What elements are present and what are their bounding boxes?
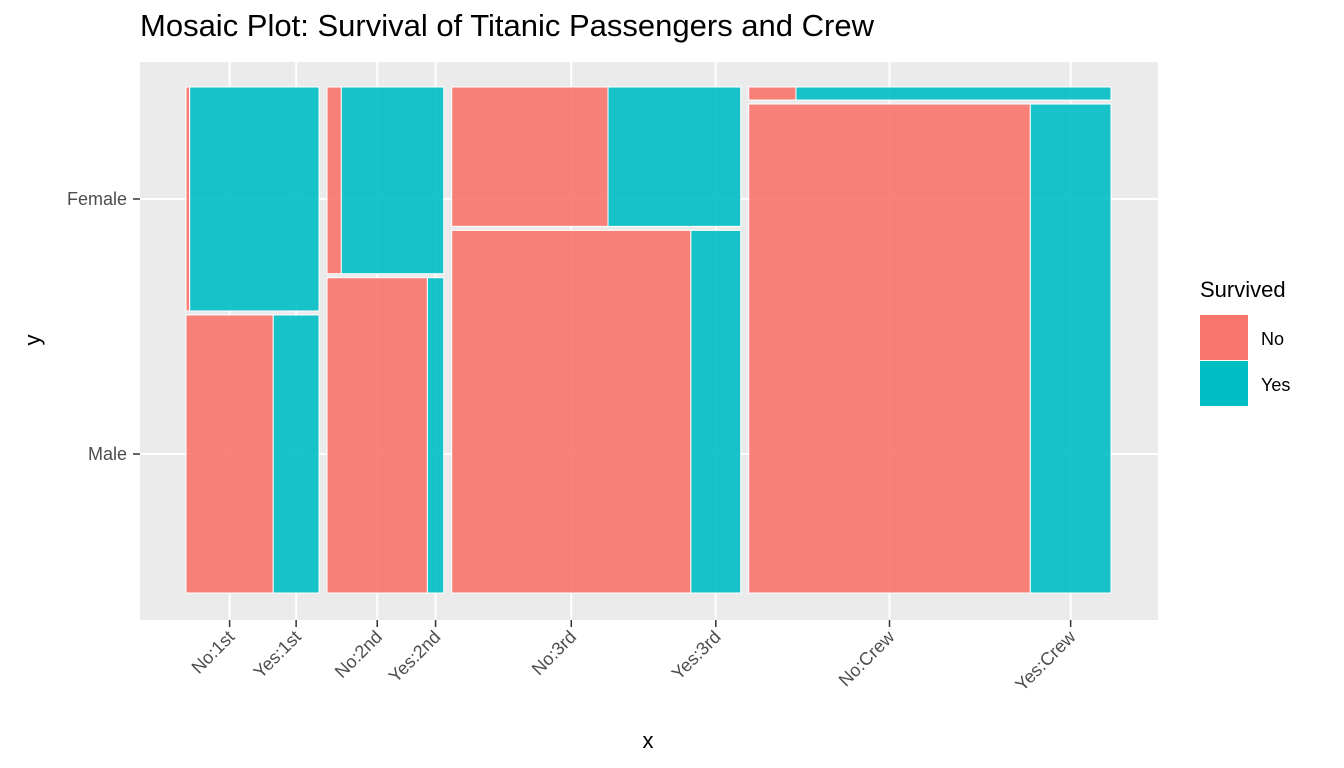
tile-3rd-male-no: [451, 229, 692, 594]
tile-Crew-male-no: [748, 103, 1031, 594]
x-tick-label: Yes:Crew: [1011, 626, 1080, 695]
tile-1st-female-no: [185, 86, 191, 312]
legend-label-no: No: [1261, 329, 1284, 349]
legend-title: Survived: [1200, 277, 1286, 302]
y-tick-label: Female: [67, 189, 127, 209]
x-tick-label: No:Crew: [835, 626, 899, 690]
x-axis-title: x: [643, 728, 654, 753]
legend-key-no: [1200, 315, 1248, 360]
tile-2nd-female-yes: [340, 86, 445, 275]
tile-3rd-female-yes: [607, 86, 742, 227]
legend-key-yes: [1200, 361, 1248, 406]
x-tick-label: No:2nd: [331, 627, 386, 682]
tile-2nd-male-yes: [426, 277, 445, 594]
tile-1st-male-yes: [272, 314, 320, 594]
x-tick-label: Yes:2nd: [385, 627, 445, 687]
tile-Crew-male-yes: [1029, 103, 1112, 594]
tile-1st-male-no: [185, 314, 274, 594]
tile-2nd-male-no: [326, 277, 428, 594]
tiles-layer: [185, 86, 1112, 594]
legend: Survived No Yes: [1200, 277, 1290, 406]
tile-Crew-female-yes: [795, 86, 1112, 101]
tile-3rd-female-no: [451, 86, 609, 227]
tile-1st-female-yes: [189, 86, 320, 312]
x-tick-label: Yes:3rd: [668, 627, 725, 684]
x-tick-label: No:3rd: [528, 627, 580, 679]
chart-title: Mosaic Plot: Survival of Titanic Passeng…: [140, 8, 874, 43]
y-tick-label: Male: [88, 444, 127, 464]
tile-Crew-female-no: [748, 86, 797, 101]
tile-2nd-female-no: [326, 86, 342, 275]
tile-3rd-male-yes: [690, 229, 742, 594]
x-tick-label: Yes:1st: [250, 627, 305, 682]
y-axis-title: y: [20, 335, 45, 346]
legend-label-yes: Yes: [1261, 375, 1290, 395]
x-tick-label: No:1st: [188, 627, 239, 678]
